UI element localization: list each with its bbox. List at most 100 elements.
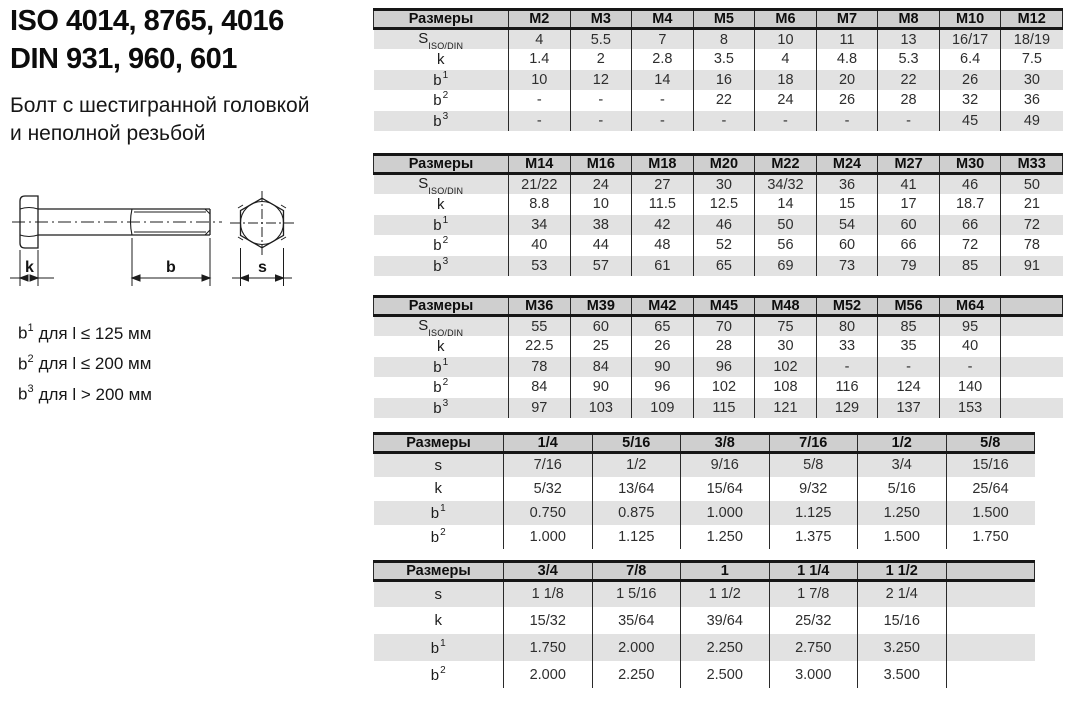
value-cell: 2.250 [680,634,769,661]
value-cell [1000,336,1063,357]
value-cell: 78 [508,356,571,377]
size-column-header: M56 [877,296,940,317]
size-column-header: 1/4 [503,433,592,454]
value-cell: 18/19 [1000,28,1063,49]
value-cell: 91 [1000,255,1063,276]
size-column-header: 5/8 [945,433,1035,454]
value-cell: 80 [815,315,878,336]
bolt-side-view [12,195,222,249]
table-row: b3 53 57 61 65 69 73 79 85 91 [373,255,1063,276]
value-cell: 34 [508,214,571,235]
title-iso: ISO 4014, 8765, 4016 [10,5,284,37]
value-cell: - [569,110,632,131]
value-cell: 26 [815,90,878,111]
row-label: b3 [433,397,449,417]
value-cell: 34/32 [754,173,817,194]
table-row: b2- - -22 24 26 28 32 36 [374,90,1063,111]
value-cell: 60 [569,315,632,336]
value-cell: 39/64 [680,607,769,634]
value-cell: 54 [815,214,878,235]
value-cell: 55 [508,315,571,336]
dimension-k [10,250,54,286]
table-row: b1 78 84 90 96 102- - - [373,356,1063,377]
value-cell: 1.250 [680,524,769,549]
page-subtitle: Болт с шестигранной головкой и неполной … [10,92,309,148]
value-cell: 1 1/2 [680,580,769,607]
value-cell: 1.750 [503,634,592,661]
value-cell: 96 [692,356,755,377]
value-cell: 75 [754,315,817,336]
value-cell: 102 [692,377,755,398]
size-column-header: M2 [508,9,571,30]
value-cell: 1.000 [680,500,769,525]
value-cell: 21 [1000,194,1063,215]
value-cell: 12.5 [692,194,755,215]
value-cell: 90 [569,377,632,398]
value-cell: 3.250 [857,634,946,661]
value-cell: 116 [815,377,878,398]
table-m14-m33: Размеры M14 M16 M18 M20 M22 M24 M27 M30 M33 SISO/D… [373,153,1067,276]
value-cell: 25/32 [768,607,858,634]
bolt-technical-drawing: k b s [10,178,322,319]
value-cell: 1.250 [857,500,946,525]
value-cell: 5/8 [768,452,858,477]
row-label: SISO/DIN [418,317,464,336]
row-label: b2 [430,664,446,684]
value-cell: 40 [938,336,1001,357]
size-column-title: Размеры [373,561,504,582]
value-cell: 1 1/8 [503,580,592,607]
table-row: b2 1.000 1.125 1.250 1.375 1.500 1.750 [374,524,1035,549]
value-cell: 13/64 [591,476,681,501]
dimension-k-label: k [25,259,34,276]
value-cell: 1.500 [857,524,946,549]
value-cell: - [631,90,694,111]
value-cell: 26 [631,336,694,357]
value-cell: 38 [569,214,632,235]
value-cell: 36 [815,173,878,194]
value-cell: 1.125 [768,500,858,525]
value-cell: 121 [754,397,817,418]
value-cell: 96 [631,377,694,398]
value-cell: 3.500 [857,661,946,688]
value-cell: 16 [692,69,755,90]
dimension-s [232,248,292,286]
value-cell: 129 [815,397,878,418]
value-cell: 1.750 [945,524,1035,549]
value-cell: 41 [877,173,940,194]
table-row: k 15/32 35/64 39/64 25/32 15/16 [374,607,1035,634]
size-column-header: M3 [569,9,632,30]
value-cell: 2.750 [768,634,858,661]
value-cell: 50 [754,214,817,235]
value-cell [1000,356,1063,377]
value-cell: 102 [754,356,817,377]
value-cell: 53 [508,255,571,276]
size-column-header: M48 [754,296,817,317]
value-cell: 140 [938,377,1001,398]
value-cell: 2.8 [631,49,694,70]
dimensions-table: Размеры 3/4 7/8 1 1 1/4 1 1/2 s 1 1/8 1 5/16 1 1/… [373,559,1035,688]
value-cell: 84 [508,377,571,398]
value-cell: 32 [938,90,1001,111]
value-cell: 78 [1000,235,1063,256]
value-cell: 73 [815,255,878,276]
value-cell: 13 [877,28,940,49]
value-cell: 2 1/4 [857,580,946,607]
row-label: b1 [433,69,449,89]
size-column-header: M42 [631,296,694,317]
value-cell: 27 [631,173,694,194]
table-row: k 5/32 13/64 15/64 9/32 5/16 25/64 [374,476,1035,501]
value-cell: 21/22 [508,173,571,194]
value-cell: 42 [631,214,694,235]
value-cell: 0.750 [503,500,592,525]
value-cell: 35/64 [591,607,681,634]
value-cell: 18.7 [938,194,1001,215]
value-cell [945,634,1035,661]
value-cell: 103 [569,397,632,418]
value-cell: - [877,356,940,377]
value-cell: - [569,90,632,111]
value-cell: 33 [815,336,878,357]
size-column-header: 7/8 [591,561,681,582]
value-cell: 14 [754,194,817,215]
value-cell: 95 [938,315,1001,336]
value-cell: 2 [569,49,632,70]
